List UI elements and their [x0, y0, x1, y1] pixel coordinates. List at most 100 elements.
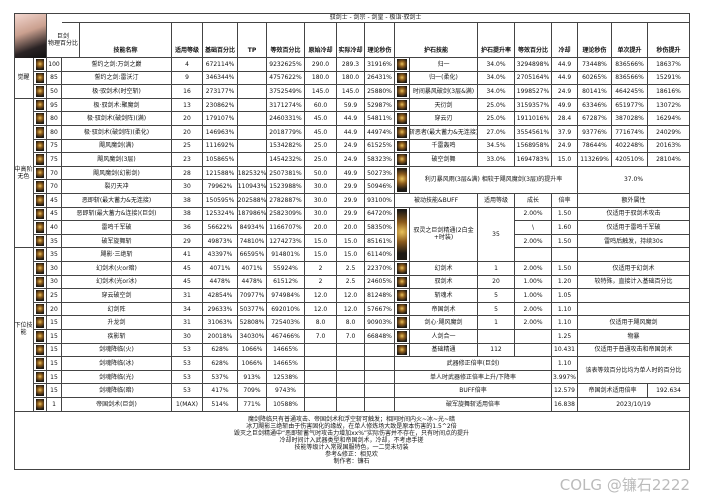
skill-icon [395, 112, 410, 126]
skill-value: 1 [47, 398, 62, 412]
skill-value: 111692% [203, 139, 238, 154]
skill-value: 34030% [238, 330, 267, 344]
talisman-value: 651977% [612, 98, 648, 113]
talisman-value: 60265% [578, 71, 612, 86]
skill-value: 12538% [267, 370, 305, 385]
passive-level [478, 330, 515, 344]
skill-value: 60.0 [305, 98, 337, 113]
skill-icon [395, 85, 410, 99]
column-header: 秒伤提升 [648, 23, 690, 58]
skill-icon [34, 370, 47, 385]
skill-value: 29633% [203, 302, 238, 317]
skill-name: 飓风魔剑(满) [62, 139, 172, 154]
skill-value: 2582309% [267, 207, 305, 222]
skill-value: 35 [47, 234, 62, 249]
talisman-value: 15.0 [552, 153, 578, 167]
skill-value: 12.0 [337, 302, 365, 317]
skill-icon [34, 248, 47, 262]
single-note: 该表等效百分比均为单人时的百分比 [578, 357, 690, 385]
skill-icon [34, 316, 47, 330]
skill-name: 飓风魔剑(幻影剑) [62, 166, 172, 181]
summary-value: 1.10 [552, 357, 578, 371]
skill-value: 13 [172, 98, 203, 113]
skill-value: 7.0 [337, 330, 365, 344]
skill-value: 914801% [267, 248, 305, 262]
skill-name: 剑魂降临(暗) [62, 384, 172, 398]
skill-value [238, 98, 267, 113]
skill-value: 3171274% [267, 98, 305, 113]
skill-value: 12.0 [337, 289, 365, 303]
skill-value: 20.0 [305, 221, 337, 235]
skill-value: 52808% [238, 316, 267, 330]
talisman-value: 464245% [612, 85, 648, 99]
skill-value: 38 [172, 207, 203, 222]
column-header: 原始冷却 [305, 23, 337, 58]
note-line: 参考&修正：相见欢 [325, 450, 378, 458]
skill-value: 15 [47, 357, 62, 371]
skill-value [365, 370, 395, 385]
skill-value: 79962% [203, 180, 238, 194]
talisman-value: 16294% [648, 112, 690, 126]
passive-extra: 较特殊，直接计入基础百分比 [578, 275, 690, 290]
skill-value [238, 112, 267, 126]
skill-value: 25.0 [305, 139, 337, 154]
skill-value: 4071% [238, 262, 267, 276]
passive-name: 斩魂术 [410, 289, 478, 303]
skill-value [365, 343, 395, 358]
storm-value: 37.0% [578, 166, 690, 194]
skill-value [238, 58, 267, 72]
skill-value: 29 [172, 234, 203, 249]
skill-value: 15.0 [305, 234, 337, 249]
talisman-name: 归一(柔化) [410, 71, 478, 86]
skill-value: 22370% [365, 262, 395, 276]
talisman-value: 1694783% [515, 153, 552, 167]
skill-value: 58350% [365, 221, 395, 235]
skill-value: 20018% [203, 330, 238, 344]
skill-value [337, 343, 365, 358]
skill-value: 2.5 [337, 262, 365, 276]
talisman-value: 13072% [648, 98, 690, 113]
skill-value: 45 [47, 207, 62, 222]
skill-name: 穿云破空剑 [62, 289, 172, 303]
skill-icon [34, 194, 47, 208]
skill-value: 57667% [365, 302, 395, 317]
skill-value: 44.9 [337, 126, 365, 140]
passive-name: 基础精通 [410, 343, 478, 358]
passive-extra: 雷鸣后触发，持续30s [578, 234, 690, 249]
skill-icon [395, 166, 410, 194]
passive-rate: 1.50 [552, 234, 578, 249]
skill-value: 52987% [365, 98, 395, 113]
passive-growth: 2.00% [515, 302, 552, 317]
skill-value: 15 [47, 343, 62, 358]
skill-value [238, 71, 267, 86]
skill-icon [34, 330, 47, 344]
empty-cell [552, 248, 578, 262]
passive-name: 驭剑术 [410, 275, 478, 290]
skill-name: 幻剑术(光or冰) [62, 275, 172, 290]
skill-value: 42854% [203, 289, 238, 303]
skill-icon [34, 302, 47, 317]
talisman-value: 20163% [648, 139, 690, 154]
skill-value: 628% [203, 343, 238, 358]
skill-icon [34, 221, 47, 235]
passive-growth: 2.00% [515, 262, 552, 276]
skill-value: 1166707% [267, 221, 305, 235]
passive-level: 20 [478, 275, 515, 290]
skill-value: 84934% [238, 221, 267, 235]
skill-name: 恶即斩(最大蓄力&无连接) [62, 194, 172, 208]
note-line: 制作者：镰石 [333, 457, 370, 465]
skill-value: 45.0 [305, 126, 337, 140]
talisman-value: 28104% [648, 153, 690, 167]
passive-level: 5 [478, 302, 515, 317]
skill-value: 50946% [365, 180, 395, 194]
skill-value: 974984% [267, 289, 305, 303]
talisman-value: 28.4 [552, 112, 578, 126]
skill-value: 30 [47, 262, 62, 276]
skill-value: 16 [172, 85, 203, 99]
skill-icon [34, 58, 47, 72]
notes-box: 魔剑降临只有普通攻击、帝国剑术和浮空斩可触发；相同时间内火~冰~光~暗 冰刀飓影三… [14, 411, 690, 470]
skill-value: 4478% [203, 275, 238, 290]
skill-icon [34, 357, 47, 371]
skill-value: 15 [47, 384, 62, 398]
skill-icon [34, 234, 47, 249]
